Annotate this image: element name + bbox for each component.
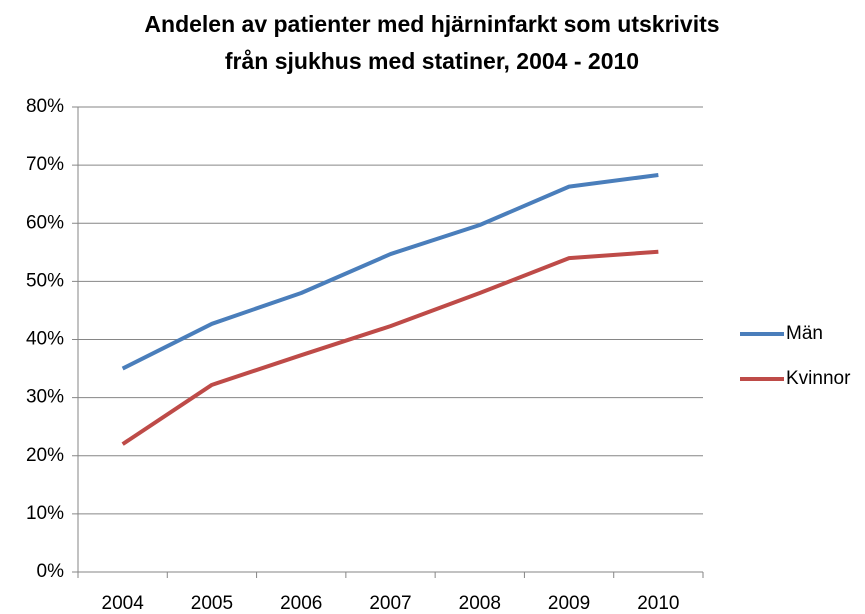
series-line (121, 173, 659, 371)
y-tick-label: 20% (26, 445, 64, 466)
x-tick-label: 2010 (637, 593, 679, 614)
y-tick-label: 10% (26, 503, 64, 524)
y-tick-label: 0% (37, 561, 65, 582)
y-tick-label: 60% (26, 212, 64, 233)
x-tick-label: 2006 (280, 593, 322, 614)
legend-label: Kvinnor (786, 368, 851, 389)
chart-title: Andelen av patienter med hjärninfarkt so… (144, 11, 719, 37)
y-tick-label: 40% (26, 329, 64, 350)
series-line (121, 249, 659, 446)
y-tick-label: 50% (26, 270, 64, 291)
chart-title: från sjukhus med statiner, 2004 - 2010 (225, 48, 639, 74)
y-tick-label: 70% (26, 154, 64, 175)
x-tick-label: 2005 (191, 593, 233, 614)
y-tick-label: 30% (26, 387, 64, 408)
x-tick-label: 2004 (102, 593, 145, 614)
y-tick-label: 80% (26, 96, 64, 117)
x-tick-label: 2008 (459, 593, 501, 614)
x-tick-label: 2007 (369, 593, 411, 614)
x-tick-label: 2009 (548, 593, 590, 614)
legend-label: Män (786, 323, 823, 344)
